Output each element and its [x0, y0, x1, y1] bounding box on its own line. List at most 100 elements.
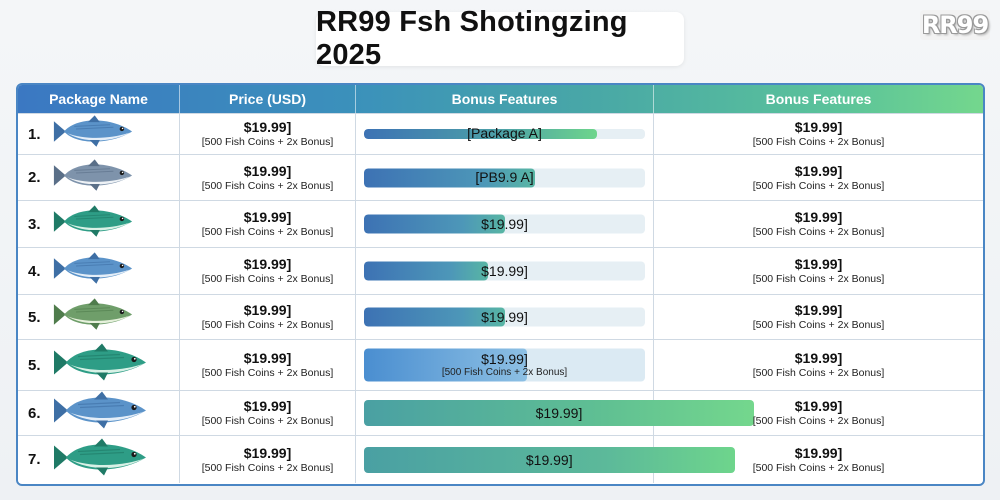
green-mackerel-icon: [50, 205, 136, 244]
package-name-cell: 4.: [18, 248, 180, 294]
bonus-features-price-cell: $19.99] [500 Fish Coins + 2x Bonus]: [654, 248, 983, 294]
bonus-price-value: $19.99]: [794, 350, 843, 367]
price-value: $19.99]: [243, 162, 292, 179]
bonus-price-details: [500 Fish Coins + 2x Bonus]: [752, 367, 885, 380]
header-bonus-features-2: Bonus Features: [765, 91, 872, 107]
bonus-features-price-cell: $19.99] [500 Fish Coins + 2x Bonus]: [654, 155, 983, 200]
bonus-label: $19.99]: [481, 308, 528, 325]
table-row[interactable]: 3. $19.99] [500 Fish Coins + 2x Bonus] $19.…: [18, 200, 983, 247]
bonus-price-details: [500 Fish Coins + 2x Bonus]: [752, 226, 885, 239]
bonus-features-cell: $19.99]: [356, 391, 754, 435]
bonus-progress-bar: [364, 168, 645, 187]
bonus-features-cell: $19.99]: [356, 201, 654, 247]
header-bonus-features: Bonus Features: [356, 85, 654, 113]
rr99-logo[interactable]: RR99: [920, 10, 990, 40]
bonus-features-price-cell: $19.99] [500 Fish Coins + 2x Bonus]: [654, 391, 983, 435]
page-title: RR99 Fsh Shotingzing 2025: [316, 6, 628, 71]
row-number: 1.: [28, 125, 41, 143]
table-header: Package Name Price (USD) Bonus Features …: [18, 85, 983, 113]
bonus-price-details: [500 Fish Coins + 2x Bonus]: [752, 179, 885, 192]
table-body: 1. $19.99] [500 Fish Coins + 2x Bonus] [Pac…: [18, 113, 983, 483]
table-row[interactable]: 7. $19.99] [500 Fish Coins + 2x Bonus] $19.…: [18, 435, 983, 483]
bonus-price-details: [500 Fish Coins + 2x Bonus]: [752, 319, 885, 332]
row-number: 7.: [28, 451, 41, 468]
bonus-progress-fill: [364, 168, 536, 187]
package-name-cell: 6.: [18, 391, 180, 435]
bonus-features-price-cell: $19.99] [500 Fish Coins + 2x Bonus]: [654, 340, 983, 390]
price-details: [500 Fish Coins + 2x Bonus]: [201, 367, 334, 380]
table-row[interactable]: 5. $19.99] [500 Fish Coins + 2x Bonus] $19.…: [18, 339, 983, 390]
package-name-cell: 1.: [18, 114, 180, 154]
price-cell: $19.99] [500 Fish Coins + 2x Bonus]: [180, 391, 356, 435]
header-package-name: Package Name: [18, 85, 180, 113]
price-details: [500 Fish Coins + 2x Bonus]: [201, 273, 334, 286]
bonus-progress-bar: [364, 214, 645, 234]
bonus-features-price-cell: $19.99] [500 Fish Coins + 2x Bonus]: [654, 201, 983, 247]
row-number: 2.: [28, 169, 41, 186]
price-value: $19.99]: [243, 256, 292, 273]
bonus-price-details: [500 Fish Coins + 2x Bonus]: [752, 273, 885, 286]
price-details: [500 Fish Coins + 2x Bonus]: [201, 179, 334, 192]
row-number: 5.: [28, 356, 41, 374]
bonus-price-value: $19.99]: [794, 256, 843, 273]
bonus-price-value: $19.99]: [794, 302, 843, 319]
table-row[interactable]: 1. $19.99] [500 Fish Coins + 2x Bonus] [Pac…: [18, 113, 983, 154]
green-mackerel-icon: [50, 343, 150, 388]
packages-table: Package Name Price (USD) Bonus Features …: [16, 83, 985, 486]
bonus-price-value: $19.99]: [794, 398, 843, 415]
bonus-progress-bar: [364, 307, 645, 327]
bonus-progress-bar: $19.99]: [364, 446, 735, 473]
bonus-details: [500 Fish Coins + 2x Bonus]: [441, 367, 568, 379]
bonus-features-cell: [PB9.9 A]: [356, 155, 654, 200]
package-name-cell: 5.: [18, 295, 180, 339]
bonus-progress-fill: [364, 214, 505, 234]
bonus-progress-fill: [364, 348, 527, 382]
table-row[interactable]: 6. $19.99] [500 Fish Coins + 2x Bonus] $19.…: [18, 390, 983, 435]
bonus-price-value: $19.99]: [794, 119, 843, 136]
price-cell: $19.99] [500 Fish Coins + 2x Bonus]: [180, 295, 356, 339]
bonus-label: [PB9.9 A]: [475, 169, 534, 186]
price-value: $19.99]: [243, 302, 292, 319]
table-row[interactable]: 5. $19.99] [500 Fish Coins + 2x Bonus] $19.…: [18, 294, 983, 339]
price-value: $19.99]: [243, 119, 292, 136]
blue-tuna-icon: [50, 115, 136, 154]
title-card: RR99 Fsh Shotingzing 2025: [316, 6, 684, 71]
table-row[interactable]: 4. $19.99] [500 Fish Coins + 2x Bonus] $19.…: [18, 247, 983, 294]
price-details: [500 Fish Coins + 2x Bonus]: [201, 415, 334, 428]
bonus-progress-bar: $19.99]: [364, 400, 754, 426]
blue-tuna-icon: [50, 252, 136, 291]
bonus-features-cell: $19.99]: [356, 436, 735, 483]
green-mackerel-icon: [50, 437, 150, 482]
blue-tuna-icon: [50, 391, 150, 436]
bonus-progress-bar: [364, 261, 645, 281]
olive-mackerel-icon: [50, 298, 136, 337]
bonus-features-price-cell: $19.99] [500 Fish Coins + 2x Bonus]: [654, 295, 983, 339]
package-name-cell: 7.: [18, 436, 180, 483]
bonus-label: $19.99]: [481, 351, 528, 368]
bonus-label: $19.99]: [535, 405, 583, 421]
bonus-progress-fill: [364, 129, 598, 139]
price-cell: $19.99] [500 Fish Coins + 2x Bonus]: [180, 248, 356, 294]
bonus-features-price-cell: $19.99] [500 Fish Coins + 2x Bonus]: [654, 114, 983, 154]
price-details: [500 Fish Coins + 2x Bonus]: [201, 319, 334, 332]
bonus-progress-fill: [364, 261, 488, 281]
bonus-progress-bar: [364, 348, 645, 382]
bonus-label: $19.99]: [481, 262, 528, 279]
header-price: Price (USD): [180, 85, 356, 113]
bonus-price-value: $19.99]: [794, 444, 843, 461]
bonus-features-cell: $19.99]: [356, 248, 654, 294]
package-name-cell: 5.: [18, 340, 180, 390]
row-number: 3.: [28, 215, 41, 233]
price-cell: $19.99] [500 Fish Coins + 2x Bonus]: [180, 340, 356, 390]
bonus-features-cell: [Package A]: [356, 114, 654, 154]
price-value: $19.99]: [243, 350, 292, 367]
bonus-price-details: [500 Fish Coins + 2x Bonus]: [752, 461, 885, 474]
price-cell: $19.99] [500 Fish Coins + 2x Bonus]: [180, 436, 356, 483]
price-value: $19.99]: [243, 398, 292, 415]
gray-tuna-icon: [50, 158, 136, 197]
package-name-cell: 3.: [18, 201, 180, 247]
package-name-cell: 2.: [18, 155, 180, 200]
table-row[interactable]: 2. $19.99] [500 Fish Coins + 2x Bonus] [PB9…: [18, 154, 983, 200]
price-cell: $19.99] [500 Fish Coins + 2x Bonus]: [180, 155, 356, 200]
bonus-progress-bar: [364, 129, 645, 139]
